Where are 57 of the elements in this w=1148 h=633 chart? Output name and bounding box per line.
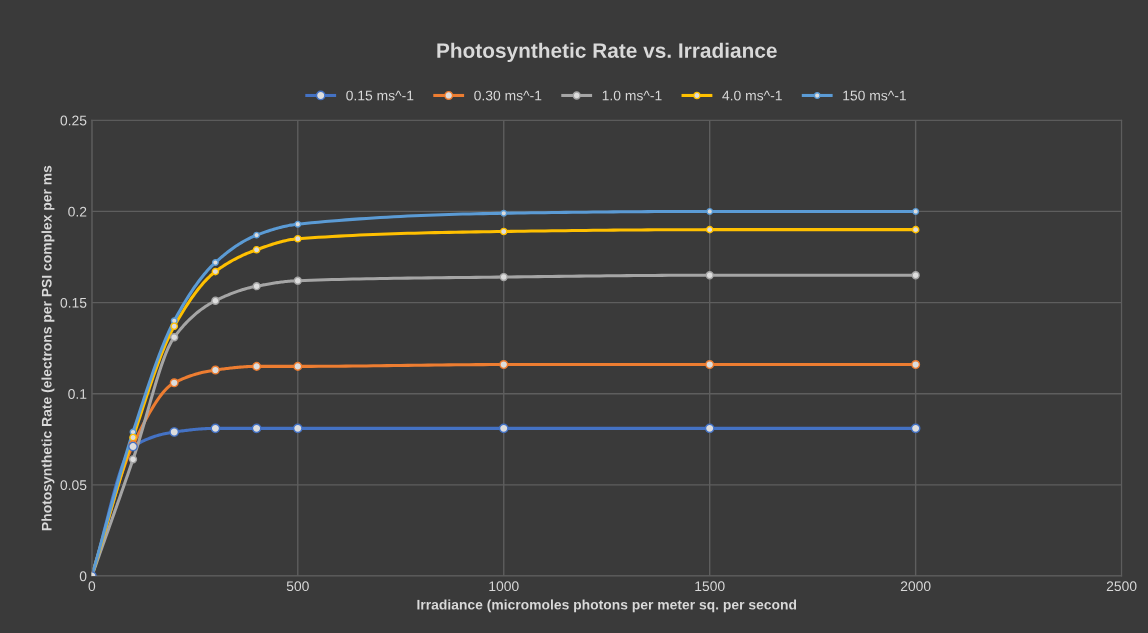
x-axis-title: Irradiance (micromoles photons per meter sq. per second xyxy=(417,599,797,613)
point xyxy=(211,296,220,305)
point xyxy=(251,423,262,434)
point xyxy=(170,317,178,325)
point xyxy=(499,227,508,236)
point xyxy=(704,423,715,434)
y-tick-label: 0.2 xyxy=(68,206,87,217)
point xyxy=(911,360,921,370)
x-tick-label: 1000 xyxy=(489,581,519,592)
point xyxy=(500,209,508,217)
x-tick-label: 2500 xyxy=(1106,581,1137,592)
y-tick-label: 0.15 xyxy=(60,297,87,308)
y-tick-label: 0 xyxy=(79,571,87,582)
legend-label: 0.15 ms^-1 xyxy=(346,90,414,101)
x-tick-label: 1500 xyxy=(695,581,725,592)
y-tick-label: 0.25 xyxy=(60,115,87,126)
point xyxy=(499,360,509,370)
point xyxy=(705,360,715,370)
point xyxy=(211,267,220,276)
y-tick-label: 0.1 xyxy=(68,389,87,399)
legend-label: 1.0 ms^-1 xyxy=(602,90,662,101)
point xyxy=(293,361,303,371)
legend-label: 150 ms^-1 xyxy=(843,90,906,101)
x-tick-label: 2000 xyxy=(900,581,931,592)
legend-label: 4.0 ms^-1 xyxy=(722,90,782,101)
y-tick-label: 0.05 xyxy=(60,480,87,491)
point xyxy=(252,361,262,371)
point xyxy=(170,322,179,331)
legend-label: 0.30 ms^-1 xyxy=(474,90,542,101)
point xyxy=(498,423,509,434)
point xyxy=(499,272,508,282)
chart-title: Photosynthetic Rate vs. Irradiance xyxy=(437,42,777,63)
point xyxy=(705,225,714,234)
point xyxy=(169,378,179,388)
point xyxy=(129,433,137,442)
point xyxy=(706,207,714,215)
point xyxy=(293,234,302,243)
point xyxy=(210,423,221,434)
x-tick-label: 500 xyxy=(286,581,309,592)
point xyxy=(170,333,179,342)
point xyxy=(210,365,220,375)
point xyxy=(211,258,219,266)
point xyxy=(293,276,302,285)
point xyxy=(911,271,920,280)
point xyxy=(169,427,180,437)
point xyxy=(910,423,921,434)
point xyxy=(252,245,261,254)
point xyxy=(912,207,920,215)
point xyxy=(294,220,302,228)
y-axis-title: Photosynthetic Rate (electrons per PSI complex per ms xyxy=(41,165,55,531)
point xyxy=(128,455,138,464)
point xyxy=(911,225,920,234)
x-tick-label: 0 xyxy=(88,581,96,592)
point xyxy=(252,281,261,291)
point xyxy=(253,231,261,239)
point xyxy=(705,271,714,280)
point xyxy=(292,423,303,434)
